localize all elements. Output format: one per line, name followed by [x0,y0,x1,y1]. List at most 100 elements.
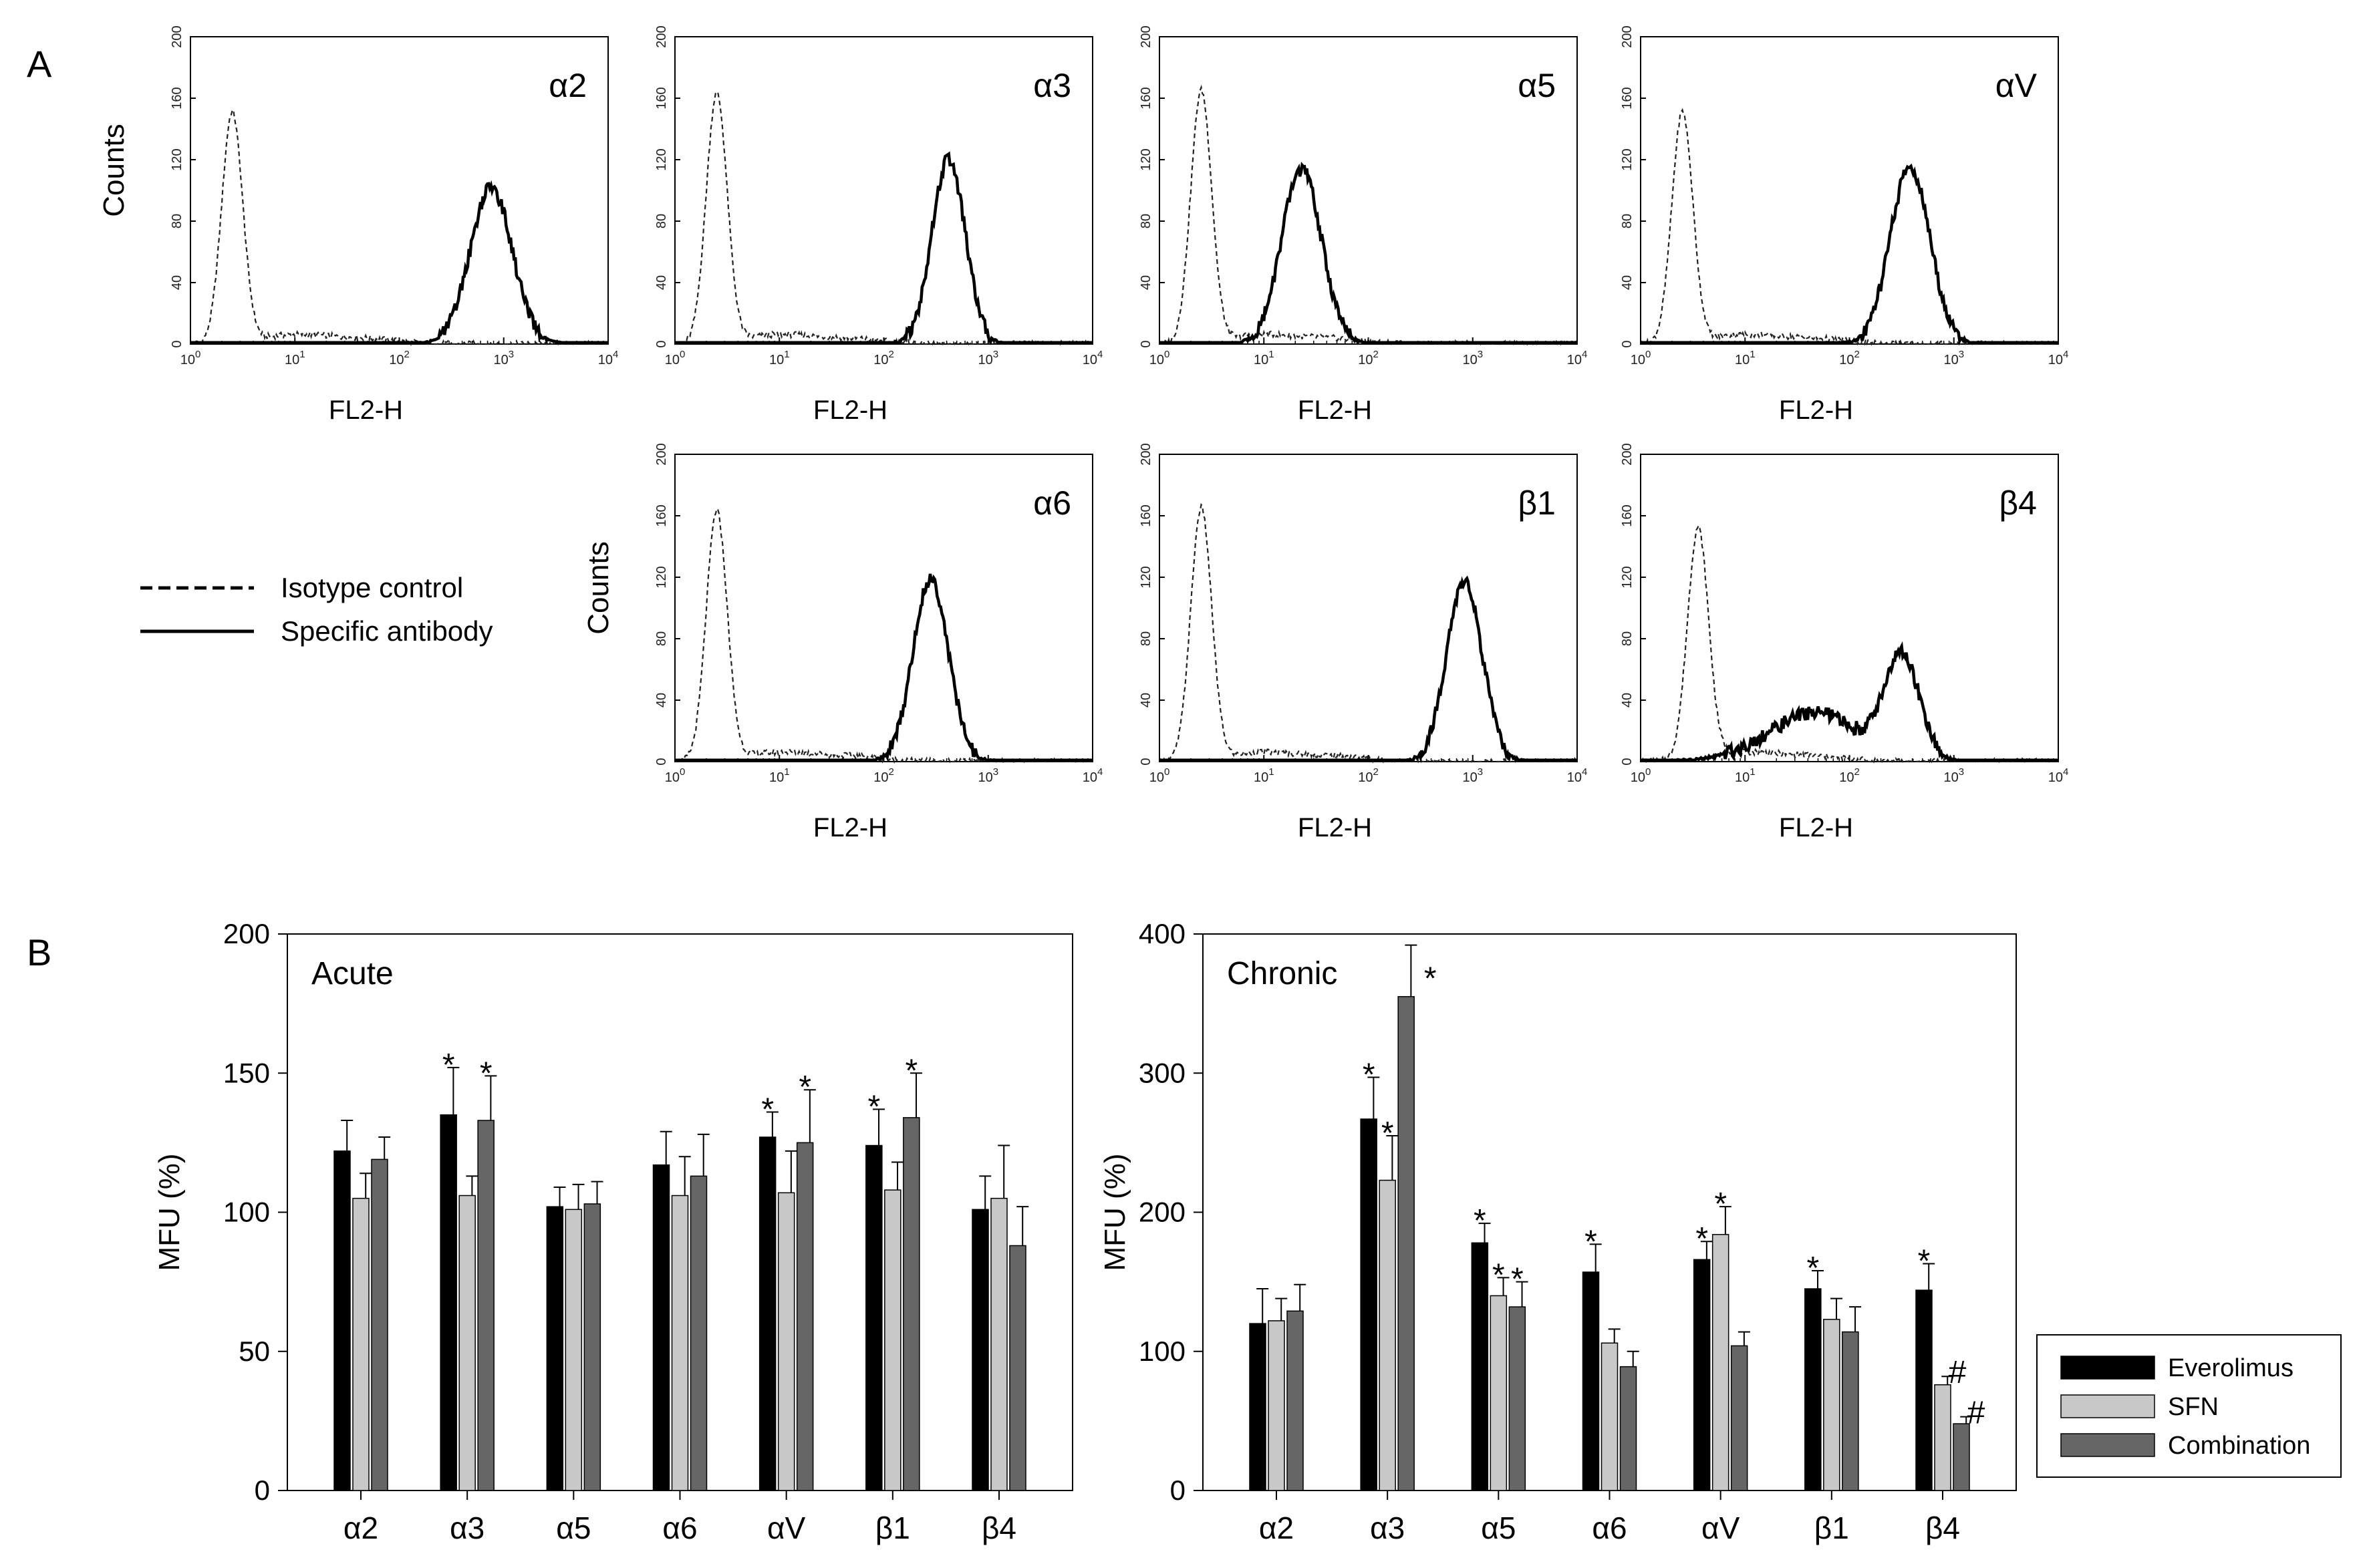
bar [1379,1179,1396,1491]
x-tick-base: 10 [978,770,992,785]
subplot-title: β1 [1518,484,1556,522]
y-tick-label: 160 [1139,504,1153,526]
x-tick-label: α2 [1259,1511,1294,1545]
x-tick-base: 10 [1839,770,1854,785]
bar [1249,1323,1266,1491]
panel-letter-b: B [27,931,51,973]
y-tick-label: 80 [654,214,669,228]
x-tick-label: 102 [1839,766,1860,785]
x-tick-label: 101 [1735,766,1756,785]
significance-mark: * [480,1056,493,1091]
x-tick-exponent: 3 [1478,766,1483,778]
y-axis-label: Counts [582,541,615,634]
x-tick-label: α6 [1592,1511,1627,1545]
plot-frame [190,36,609,345]
x-tick-label: 103 [978,766,998,785]
x-tick-base: 10 [2048,770,2063,785]
x-tick-base: 10 [1083,353,1097,367]
y-axis-label: MFU (%) [153,1154,186,1271]
x-tick-exponent: 2 [1373,349,1378,360]
bar [458,1195,476,1491]
y-tick-label: 40 [654,693,669,708]
x-tick-base: 10 [978,353,992,367]
x-tick-label: 102 [1358,766,1379,785]
x-tick-base: 10 [1567,353,1582,367]
x-tick-exponent: 2 [1854,349,1859,360]
plot-frame [674,454,1093,762]
significance-mark: * [1492,1257,1505,1293]
x-tick-exponent: 1 [1750,349,1755,360]
y-tick-label: 200 [1139,25,1153,47]
bar [1711,1234,1729,1491]
y-tick-label: 0 [255,1474,270,1506]
y-tick-label: 200 [654,443,669,465]
x-tick-label: 101 [1254,349,1274,367]
y-tick-label: 40 [1620,693,1635,708]
x-tick-base: 10 [1839,353,1854,367]
legend-label: SFN [2168,1393,2219,1421]
y-tick-label: 160 [1620,87,1635,109]
y-tick-label: 160 [654,87,669,109]
x-tick-base: 10 [2048,353,2063,367]
significance-mark: * [905,1053,918,1088]
subplot-title: αV [1995,67,2038,104]
y-tick-label: 120 [1139,566,1153,588]
bar [583,1203,601,1491]
y-tick-label: 200 [1620,443,1635,465]
bar [333,1150,351,1491]
y-tick-label: 160 [654,504,669,526]
bar [796,1142,814,1491]
x-tick-label: 102 [1358,349,1379,367]
x-tick-label: 104 [1083,349,1103,367]
x-tick-label: α5 [1481,1511,1516,1545]
y-tick-label: 80 [1620,631,1635,646]
x-tick-base: 10 [389,353,404,367]
y-tick-label: 100 [223,1197,270,1228]
y-tick-label: 0 [654,340,669,347]
subplot-title: α5 [1518,67,1556,104]
y-tick-label: 120 [1139,148,1153,170]
y-tick-label: 0 [1620,340,1635,347]
x-tick-label: 101 [285,349,305,367]
x-tick-exponent: 2 [1373,766,1378,778]
significance-mark: * [799,1070,811,1105]
x-tick-label: 102 [873,349,894,367]
x-tick-label: 100 [665,349,686,367]
y-tick-label: 200 [1139,443,1153,465]
bar [1490,1295,1508,1491]
bar [1508,1306,1526,1491]
x-tick-exponent: 1 [784,349,789,360]
bar [440,1114,457,1491]
x-tick-exponent: 2 [888,766,893,778]
x-axis-label: FL2-H [1779,813,1853,842]
x-axis-label: FL2-H [329,396,403,425]
x-tick-base: 10 [1149,770,1164,785]
y-tick-label: 0 [1170,1474,1186,1506]
x-tick-base: 10 [769,353,784,367]
x-tick-label: 103 [1462,766,1483,785]
x-tick-base: 10 [1149,353,1164,367]
bar [1730,1345,1748,1491]
x-tick-exponent: 0 [680,766,685,778]
x-tick-exponent: 2 [888,349,893,360]
x-axis-label: FL2-H [1298,813,1372,842]
y-tick-label: 50 [239,1336,270,1367]
x-tick-base: 10 [769,770,784,785]
x-tick-exponent: 4 [1097,349,1103,360]
x-tick-exponent: 0 [1645,349,1651,360]
bar [352,1197,370,1491]
bar [1934,1384,1951,1491]
y-tick-label: 120 [654,566,669,588]
bar [690,1175,708,1491]
significance-mark: * [1806,1251,1819,1286]
bar [546,1206,564,1491]
bar [1842,1331,1859,1491]
bar [1601,1342,1619,1491]
isotype-control-curve [1159,503,1578,764]
y-tick-label: 150 [223,1057,270,1088]
bar [1471,1242,1489,1491]
x-axis-label: FL2-H [1779,396,1853,425]
